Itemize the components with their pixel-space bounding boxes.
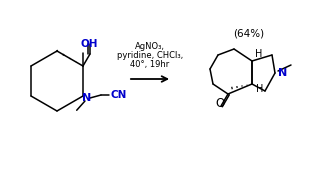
Text: N: N <box>278 68 287 78</box>
Text: pyridine, CHCl₃,: pyridine, CHCl₃, <box>117 51 183 60</box>
Text: N: N <box>82 93 92 103</box>
Text: H: H <box>255 49 262 59</box>
Text: (64%): (64%) <box>233 29 265 39</box>
Text: CN: CN <box>111 90 127 100</box>
Text: O: O <box>215 97 225 110</box>
Text: H: H <box>256 84 263 94</box>
Text: 40°, 19hr: 40°, 19hr <box>130 60 170 69</box>
Text: OH: OH <box>81 39 99 49</box>
Text: AgNO₃,: AgNO₃, <box>135 42 165 51</box>
